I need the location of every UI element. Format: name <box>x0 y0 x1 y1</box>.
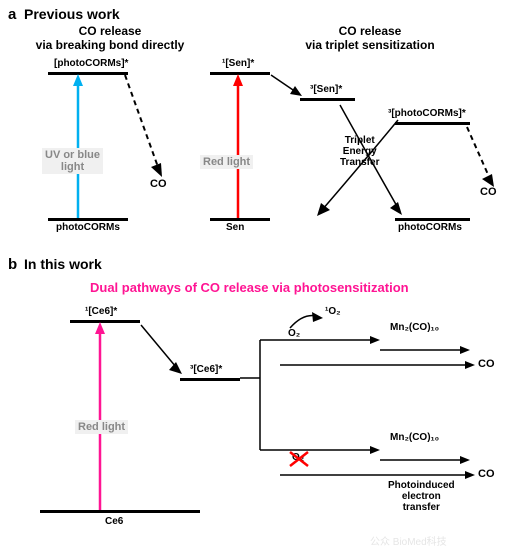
isc-arrow-b <box>138 322 188 378</box>
lower-arrow-3 <box>280 470 475 480</box>
red-light-label-a: Red light <box>200 155 253 169</box>
label-ce6-triplet: ³[Ce6]* <box>190 364 222 375</box>
singlet-o2-label: ¹O₂ <box>325 306 341 317</box>
co-label-a-left: CO <box>150 178 167 190</box>
level-photocorms-ground <box>48 218 128 221</box>
watermark: 公众 BioMed科技 <box>370 533 447 548</box>
label-ce6-singlet: ¹[Ce6]* <box>85 306 117 317</box>
mn-label-lower: Mn₂(CO)₁₀ <box>390 432 439 443</box>
label-sen-singlet: ¹[Sen]* <box>222 58 254 69</box>
level-ce6-ground <box>40 510 200 513</box>
level-sen-ground <box>210 218 270 221</box>
label-sen-triplet: ³[Sen]* <box>310 84 342 95</box>
upper-arrow-1 <box>280 335 380 345</box>
mn-label-upper: Mn₂(CO)₁₀ <box>390 322 439 333</box>
co-label-lower: CO <box>478 468 495 480</box>
panel-a-label: a <box>8 6 16 23</box>
isc-arrow-a <box>268 72 308 102</box>
uv-light-label: UV or blue light <box>42 148 103 174</box>
branch-line <box>240 320 280 460</box>
lower-arrow-2 <box>380 455 470 465</box>
panel-a-right-subtitle: CO release via triplet sensitization <box>280 24 460 52</box>
co-label-upper: CO <box>478 358 495 370</box>
panel-b-pink-title: Dual pathways of CO release via photosen… <box>90 280 409 295</box>
upper-arrow-2 <box>380 345 470 355</box>
panel-b-label: b <box>8 256 17 273</box>
pink-arrow-b <box>90 322 110 510</box>
pet-label: Photoinduced electron transfer <box>388 480 455 513</box>
label-photocorms-excited: [photoCORMs]* <box>54 58 128 69</box>
panel-a-left-subtitle: CO release via breaking bond directly <box>30 24 190 52</box>
label-sen-ground: Sen <box>226 222 244 233</box>
panel-b-title: In this work <box>24 256 102 272</box>
red-x-icon <box>288 450 310 468</box>
label-ce6-ground: Ce6 <box>105 516 123 527</box>
panel-a-title: Previous work <box>24 6 120 22</box>
uv-arrow <box>68 74 88 218</box>
co-release-arrow-a-left <box>120 72 170 182</box>
upper-arrow-3 <box>280 360 475 370</box>
level-ce6-triplet <box>180 378 240 381</box>
red-light-label-b: Red light <box>75 420 128 434</box>
label-photocorms-ground: photoCORMs <box>56 222 120 233</box>
co-release-arrow-a-right <box>462 124 502 194</box>
tet-label: Triplet Energy Transfer <box>340 135 379 168</box>
co-label-a-right: CO <box>480 186 497 198</box>
level-photocorms-excited <box>48 72 128 75</box>
label-photo-ground-a: photoCORMs <box>398 222 462 233</box>
red-arrow-a <box>228 74 248 218</box>
o2-to-singlet-arrow <box>285 308 325 333</box>
